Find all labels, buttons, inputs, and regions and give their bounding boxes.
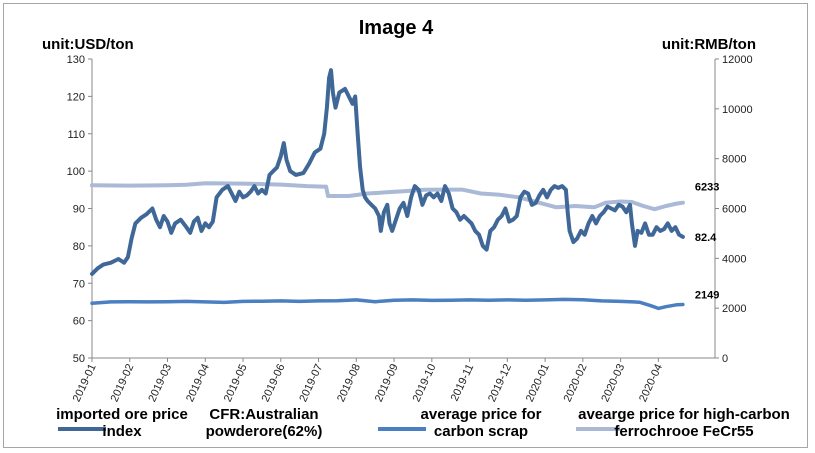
left-tick-label: 70 [73,278,85,290]
end-value-label-0: 82.4 [695,232,717,244]
x-tick-label: 2020-02 [562,362,590,404]
right-unit-label: unit:RMB/ton [662,36,756,53]
left-tick-label: 120 [67,91,85,103]
series-line-1 [90,297,685,311]
legend-label-ore-right-line-1: powderore(62%) [206,423,323,440]
chart-frame: Image 4 unit:USD/ton unit:RMB/ton 50 60 70… [3,3,808,448]
right-tick-label: 10000 [722,104,753,116]
left-tick-label: 60 [73,316,85,328]
left-tick-label: 100 [67,166,85,178]
x-tick-label: 2019-12 [486,362,514,404]
legend-label-scrap-line-0: average price for [421,406,542,423]
x-tick-label: 2019-07 [297,362,325,404]
left-tick-label: 80 [73,241,85,253]
left-unit-label: unit:USD/ton [42,36,134,53]
legend-label-fecr-line-1: ferrochrooe FeCr55 [614,423,753,440]
legend-label-ore-left-line-1: index [102,423,142,440]
legend-label-fecr-line-0: avearge price for high-carbon [578,406,790,423]
x-tick-label: 2019-06 [260,362,288,404]
right-tick-label: 2000 [722,303,746,315]
x-tick-label: 2019-09 [373,362,401,404]
x-tick-label: 2019-04 [184,362,212,404]
x-tick-label: 2019-10 [411,362,439,404]
x-tick-label: 2019-11 [449,362,477,403]
x-tick-label: 2019-08 [335,362,363,404]
chart-title: Image 4 [359,17,434,39]
left-tick-label: 90 [73,204,85,216]
right-tick-label: 12000 [722,54,753,66]
data-labels: 82.4 2149 6233 [695,182,719,302]
chart-svg: Image 4 unit:USD/ton unit:RMB/ton 50 60 70… [42,17,790,440]
x-tick-label: 2019-03 [146,362,174,404]
legend-label-ore-right-line-0: CFR:Australian [209,406,318,423]
series-line-2 [90,181,685,212]
x-tick-label: 2020-04 [637,362,665,404]
x-tick-label: 2019-01 [71,362,99,404]
left-tick-label: 110 [67,129,85,141]
right-tick-label: 0 [722,353,728,365]
x-tick-label: 2020-03 [599,362,627,404]
x-tick-label: 2020-01 [524,362,552,404]
legend-label-ore-left-line-0: imported ore price [56,406,188,423]
end-value-label-1: 2149 [695,289,719,301]
end-value-label-2: 6233 [695,182,719,194]
x-tick-label: 2019-05 [222,362,250,404]
left-tick-label: 130 [67,54,85,66]
right-tick-label: 4000 [722,253,746,265]
left-tick-label: 50 [73,353,85,365]
x-tick-label: 2019-02 [109,362,137,404]
legend-label-scrap-line-1: carbon scrap [434,423,528,440]
right-tick-label: 6000 [722,204,746,216]
right-tick-label: 8000 [722,154,746,166]
series-line-0 [90,68,685,276]
series-layer [90,68,685,311]
